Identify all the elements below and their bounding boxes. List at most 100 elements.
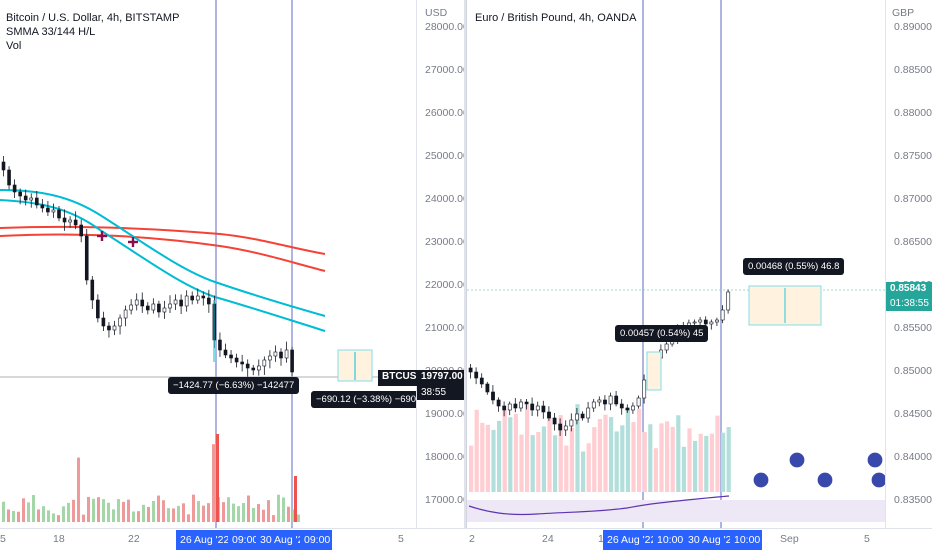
btc-legend-volume[interactable]: Vol bbox=[6, 40, 22, 52]
btc-x-tick-4: 5 bbox=[398, 533, 404, 545]
volume-bar bbox=[216, 434, 219, 522]
eurgbp-y-tick: 0.89000 bbox=[894, 21, 932, 33]
candle-body bbox=[34, 197, 39, 206]
candle-body bbox=[207, 297, 211, 305]
candle-body bbox=[240, 361, 244, 365]
volume-bar bbox=[297, 514, 300, 522]
volume-bar bbox=[586, 443, 591, 492]
candle-body bbox=[575, 413, 579, 421]
volume-bar bbox=[147, 506, 150, 522]
candle-body bbox=[279, 351, 283, 359]
volume-bar bbox=[247, 495, 250, 522]
candle-body bbox=[496, 399, 501, 407]
eurgbp-y-tick: 0.87000 bbox=[894, 193, 932, 205]
event-flag-icon bbox=[816, 471, 834, 489]
time-axis[interactable]: 5 18 22 5 26 Aug '22 09:00 30 Aug '22 09… bbox=[0, 528, 932, 550]
eurgbp-x-tick-3: 1 bbox=[598, 533, 604, 545]
volume-bar bbox=[287, 506, 290, 522]
volume-bar bbox=[107, 502, 110, 522]
eurgbp-y-tick: 0.84000 bbox=[894, 451, 932, 463]
volume-bar bbox=[92, 498, 95, 522]
volume-bar bbox=[277, 494, 280, 522]
eurgbp-price-scale[interactable]: GBP 0.89000 0.88500 0.88000 0.87500 0.87000 0… bbox=[885, 0, 932, 528]
measure-box-1 bbox=[646, 351, 662, 391]
candle-body bbox=[636, 397, 641, 407]
candle-body bbox=[46, 207, 50, 213]
candle-body bbox=[519, 401, 523, 409]
volume-bar bbox=[553, 435, 558, 492]
btc-chart-canvas[interactable] bbox=[0, 0, 464, 528]
candle-body bbox=[79, 224, 83, 237]
volume-bar bbox=[525, 404, 530, 492]
eurgbp-range-end-time: 10:00 bbox=[730, 530, 762, 550]
candle-body bbox=[234, 357, 239, 363]
volume-bar bbox=[167, 508, 170, 522]
volume-bar bbox=[47, 510, 50, 522]
candle-body bbox=[245, 363, 250, 369]
btc-y-tick: 22000.00 bbox=[425, 279, 464, 291]
btc-x-tick-2: 18 bbox=[53, 533, 65, 545]
volume-bar bbox=[676, 415, 681, 492]
eurgbp-chart-pane[interactable]: Euro / British Pound, 4h, OANDA 0.00457 … bbox=[466, 0, 932, 550]
candle-body bbox=[535, 405, 540, 411]
volume-bar bbox=[497, 420, 502, 492]
btc-chart-pane[interactable]: Bitcoin / U.S. Dollar, 4h, BITSTAMP SMMA… bbox=[0, 0, 464, 550]
btc-legend-indicator[interactable]: SMMA 33/144 H/L bbox=[6, 26, 96, 38]
candle-body bbox=[7, 169, 11, 186]
candle-body bbox=[664, 343, 669, 351]
btc-range-start-date: 26 Aug '22 bbox=[176, 530, 230, 550]
btc-y-unit: USD bbox=[425, 7, 448, 19]
candle-body bbox=[541, 405, 546, 413]
btc-legend-title[interactable]: Bitcoin / U.S. Dollar, 4h, BITSTAMP bbox=[6, 12, 180, 24]
volume-bar bbox=[536, 431, 541, 492]
volume-bar bbox=[52, 513, 55, 522]
volume-bar bbox=[82, 514, 85, 522]
volume-bar bbox=[648, 424, 653, 492]
candle-body bbox=[223, 349, 228, 356]
volume-bar bbox=[659, 423, 664, 492]
candle-body bbox=[201, 295, 206, 299]
volume-bar bbox=[502, 410, 507, 492]
candle-body bbox=[530, 403, 535, 411]
volume-bar bbox=[530, 435, 535, 492]
eurgbp-y-tick: 0.86500 bbox=[894, 236, 932, 248]
volume-bar bbox=[102, 499, 105, 522]
candle-body bbox=[251, 367, 256, 371]
eurgbp-x-tick-2: 24 bbox=[542, 533, 554, 545]
volume-bar bbox=[541, 426, 546, 492]
volume-bar bbox=[152, 500, 155, 522]
candle-body bbox=[162, 307, 167, 313]
candle-body bbox=[642, 379, 647, 399]
btc-price-scale[interactable]: USD 28000.00 27000.00 26000.00 25000.00 2400… bbox=[416, 0, 464, 528]
volume-bar bbox=[469, 445, 474, 492]
volume-bar bbox=[721, 432, 726, 492]
eurgbp-legend-title[interactable]: Euro / British Pound, 4h, OANDA bbox=[475, 12, 637, 24]
volume-bar bbox=[665, 421, 670, 492]
btc-y-tick: 21000.00 bbox=[425, 322, 464, 334]
candle-body bbox=[502, 405, 507, 411]
btc-y-tick: 17000.00 bbox=[425, 494, 464, 506]
candle-body bbox=[513, 403, 518, 409]
volume-bar bbox=[653, 448, 658, 492]
volume-bar bbox=[262, 509, 265, 522]
volume-bar bbox=[485, 424, 490, 492]
eurgbp-chart-canvas[interactable] bbox=[467, 0, 932, 528]
volume-bar bbox=[32, 495, 35, 522]
btc-last-price: 19797.00 bbox=[417, 370, 464, 386]
candle-body bbox=[12, 184, 17, 193]
volume-bar bbox=[609, 417, 614, 492]
candle-body bbox=[290, 349, 294, 373]
volume-bar bbox=[614, 431, 619, 492]
candle-body bbox=[468, 367, 473, 373]
pane-divider[interactable] bbox=[464, 0, 466, 550]
candle-body bbox=[709, 321, 714, 325]
volume-bar bbox=[157, 495, 160, 522]
volume-bar bbox=[519, 434, 524, 492]
volume-bar bbox=[222, 502, 225, 522]
oscillator-line bbox=[468, 495, 730, 516]
eurgbp-y-tick: 0.83500 bbox=[894, 494, 932, 506]
eurgbp-range-start-date: 26 Aug '22 bbox=[603, 530, 656, 550]
volume-bar bbox=[564, 445, 569, 492]
candle-body bbox=[552, 417, 557, 425]
btc-y-tick: 18000.00 bbox=[425, 451, 464, 463]
